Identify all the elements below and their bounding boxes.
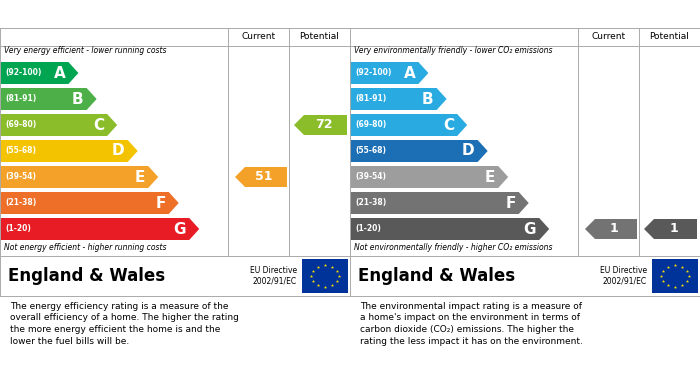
- Text: EU Directive
2002/91/EC: EU Directive 2002/91/EC: [250, 266, 297, 286]
- Text: Not energy efficient - higher running costs: Not energy efficient - higher running co…: [4, 243, 167, 252]
- Text: (69-80): (69-80): [5, 120, 36, 129]
- Text: (21-38): (21-38): [5, 199, 36, 208]
- Text: Current: Current: [592, 32, 626, 41]
- Text: C: C: [93, 118, 104, 133]
- Text: 1: 1: [669, 222, 678, 235]
- Text: (39-54): (39-54): [355, 172, 386, 181]
- Text: Current: Current: [242, 32, 276, 41]
- Text: G: G: [174, 221, 186, 237]
- Text: E: E: [135, 170, 145, 185]
- Text: (39-54): (39-54): [5, 172, 36, 181]
- Bar: [302, 259, 348, 293]
- Polygon shape: [0, 62, 78, 84]
- Text: (69-80): (69-80): [355, 120, 386, 129]
- Text: The energy efficiency rating is a measure of the
overall efficiency of a home. T: The energy efficiency rating is a measur…: [10, 301, 239, 346]
- Text: (1-20): (1-20): [355, 224, 381, 233]
- Text: 51: 51: [256, 170, 273, 183]
- Polygon shape: [350, 166, 508, 188]
- Text: Potential: Potential: [650, 32, 690, 41]
- Text: A: A: [404, 66, 415, 81]
- Polygon shape: [350, 140, 488, 162]
- Polygon shape: [0, 114, 117, 136]
- Text: (21-38): (21-38): [355, 199, 386, 208]
- Text: (1-20): (1-20): [5, 224, 31, 233]
- Polygon shape: [350, 62, 428, 84]
- Polygon shape: [235, 167, 287, 187]
- Text: Very energy efficient - lower running costs: Very energy efficient - lower running co…: [4, 46, 167, 55]
- Text: D: D: [462, 143, 475, 158]
- Polygon shape: [644, 219, 697, 239]
- Text: E: E: [485, 170, 495, 185]
- Text: (81-91): (81-91): [355, 95, 386, 104]
- Polygon shape: [350, 88, 447, 110]
- Text: (55-68): (55-68): [5, 147, 36, 156]
- Text: Very environmentally friendly - lower CO₂ emissions: Very environmentally friendly - lower CO…: [354, 46, 552, 55]
- Text: Potential: Potential: [300, 32, 339, 41]
- Text: B: B: [422, 91, 433, 106]
- Text: (81-91): (81-91): [5, 95, 36, 104]
- Text: England & Wales: England & Wales: [8, 267, 165, 285]
- Text: (92-100): (92-100): [355, 68, 391, 77]
- Text: Energy Efficiency Rating: Energy Efficiency Rating: [8, 7, 181, 20]
- Text: C: C: [443, 118, 454, 133]
- Bar: [652, 259, 698, 293]
- Polygon shape: [350, 192, 528, 214]
- Text: 72: 72: [315, 118, 332, 131]
- Polygon shape: [0, 88, 97, 110]
- Text: B: B: [72, 91, 83, 106]
- Text: F: F: [155, 196, 166, 210]
- Polygon shape: [585, 219, 637, 239]
- Text: The environmental impact rating is a measure of
a home's impact on the environme: The environmental impact rating is a mea…: [360, 301, 583, 346]
- Text: A: A: [54, 66, 65, 81]
- Polygon shape: [0, 166, 158, 188]
- Text: Not environmentally friendly - higher CO₂ emissions: Not environmentally friendly - higher CO…: [354, 243, 552, 252]
- Polygon shape: [0, 192, 178, 214]
- Polygon shape: [0, 218, 199, 240]
- Text: 1: 1: [610, 222, 618, 235]
- Polygon shape: [350, 114, 467, 136]
- Text: (92-100): (92-100): [5, 68, 41, 77]
- Polygon shape: [294, 115, 347, 135]
- Text: D: D: [112, 143, 125, 158]
- Text: England & Wales: England & Wales: [358, 267, 515, 285]
- Text: G: G: [524, 221, 536, 237]
- Polygon shape: [0, 140, 138, 162]
- Text: EU Directive
2002/91/EC: EU Directive 2002/91/EC: [600, 266, 647, 286]
- Text: Environmental Impact (CO₂) Rating: Environmental Impact (CO₂) Rating: [358, 7, 605, 20]
- Text: F: F: [505, 196, 516, 210]
- Polygon shape: [350, 218, 550, 240]
- Text: (55-68): (55-68): [355, 147, 386, 156]
